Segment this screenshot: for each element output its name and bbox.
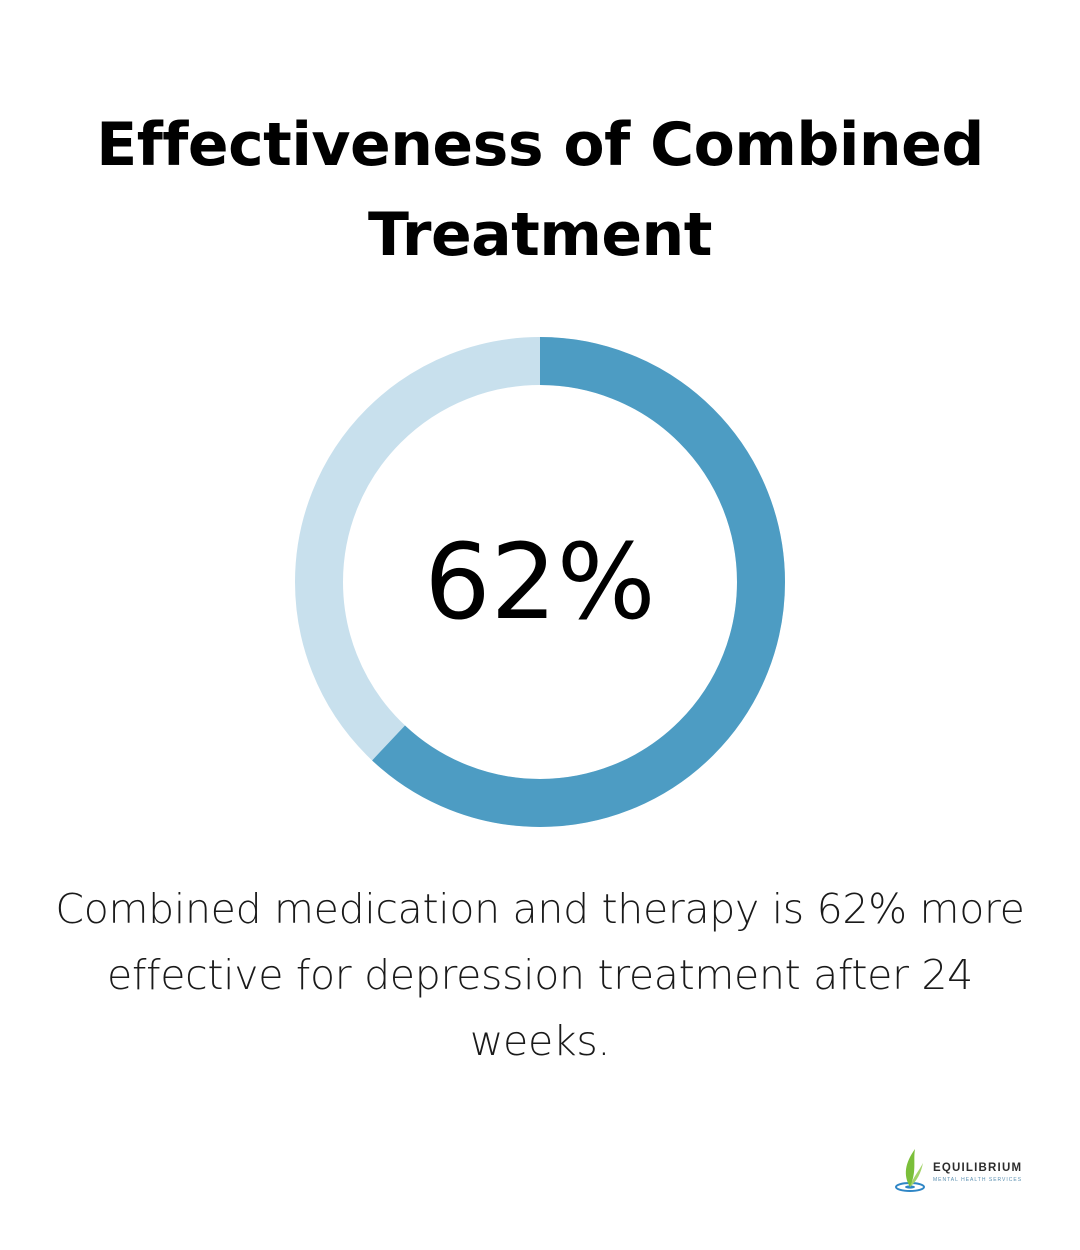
page-title: Effectiveness of Combined Treatment: [96, 110, 984, 270]
logo-leaf-icon: [895, 1149, 925, 1192]
logo-tagline: MENTAL HEALTH SERVICES: [933, 1177, 1023, 1183]
donut-svg: [295, 337, 785, 827]
equilibrium-logo: EQUILIBRIUM MENTAL HEALTH SERVICES: [893, 1143, 1043, 1199]
logo-name: EQUILIBRIUM: [933, 1162, 1023, 1174]
percentage-value: 62%: [424, 521, 656, 643]
caption-text: Combined medication and therapy is 62% m…: [55, 885, 1025, 1065]
donut-value-arc: [295, 337, 785, 827]
donut-chart: [290, 332, 790, 832]
